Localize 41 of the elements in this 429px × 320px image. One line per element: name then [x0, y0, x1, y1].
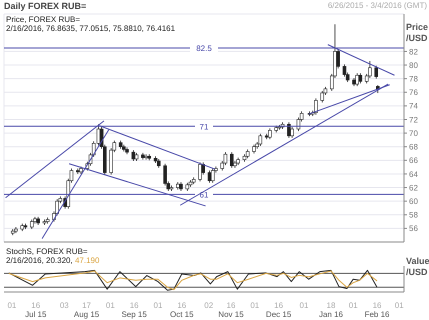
- chart-title: Daily FOREX RUB=: [4, 1, 86, 11]
- chart-subtitle: 6/26/2015 - 3/4/2016 (GMT): [328, 1, 427, 10]
- x-tick-label: 01: [250, 301, 260, 310]
- ref-line-label: 82.5: [196, 44, 212, 54]
- x-tick-label: 16 Sep 15: [121, 301, 148, 319]
- y-axis-title: Price /USD: [406, 22, 428, 44]
- y-tick-label: 66: [409, 156, 418, 166]
- y-tick-label: 58: [409, 210, 418, 220]
- y-tick-label: 60: [409, 197, 418, 206]
- x-tick-label: 03: [60, 301, 70, 310]
- y-tick-label: 68: [409, 142, 418, 152]
- x-tick-label: 16 Nov 15: [218, 301, 244, 319]
- y-tick-label: 56: [409, 224, 418, 234]
- y-tick-label: 78: [409, 74, 418, 84]
- text: 2/16/2016, 20.320, 47.190: [6, 256, 100, 265]
- x-tick-label: 01: [7, 301, 17, 310]
- x-tick-label: 01: [300, 301, 309, 310]
- text: StochS, FOREX RUB=: [6, 247, 89, 256]
- y-tick-label: 70: [409, 128, 418, 138]
- x-tick-label: 16 Jul 15: [25, 301, 47, 319]
- y-tick-label: 62: [409, 183, 418, 192]
- x-tick-label: 02: [204, 301, 214, 310]
- annotation: Price, FOREX RUB=: [6, 15, 82, 24]
- x-tick-label: 18 Jan 16: [318, 301, 344, 319]
- x-tick-label: 01: [394, 301, 404, 310]
- y-axis-title: Value /USD: [406, 256, 429, 278]
- y-tick-label: 72: [409, 115, 418, 124]
- ref-line-label: 71: [200, 122, 209, 132]
- y-tick-label: 64: [409, 170, 418, 179]
- x-tick-label: 01: [348, 301, 358, 310]
- x-tick-label: 01: [154, 301, 163, 310]
- x-tick-label: 16 Dec 15: [266, 301, 292, 319]
- y-tick-label: 82: [409, 47, 418, 56]
- annotation: 2/16/2016, 76.8635, 77.0515, 75.8810, 76.4161: [6, 24, 176, 33]
- x-tick-label: 01: [106, 301, 116, 310]
- x-tick-label: 16 Oct 15: [170, 301, 194, 319]
- y-tick-label: 80: [409, 60, 418, 70]
- x-tick-label: 17 Aug 15: [74, 301, 100, 319]
- y-tick-label: 76: [409, 88, 418, 98]
- y-tick-label: 74: [409, 102, 418, 111]
- x-tick-label: 16 Feb 16: [364, 301, 390, 319]
